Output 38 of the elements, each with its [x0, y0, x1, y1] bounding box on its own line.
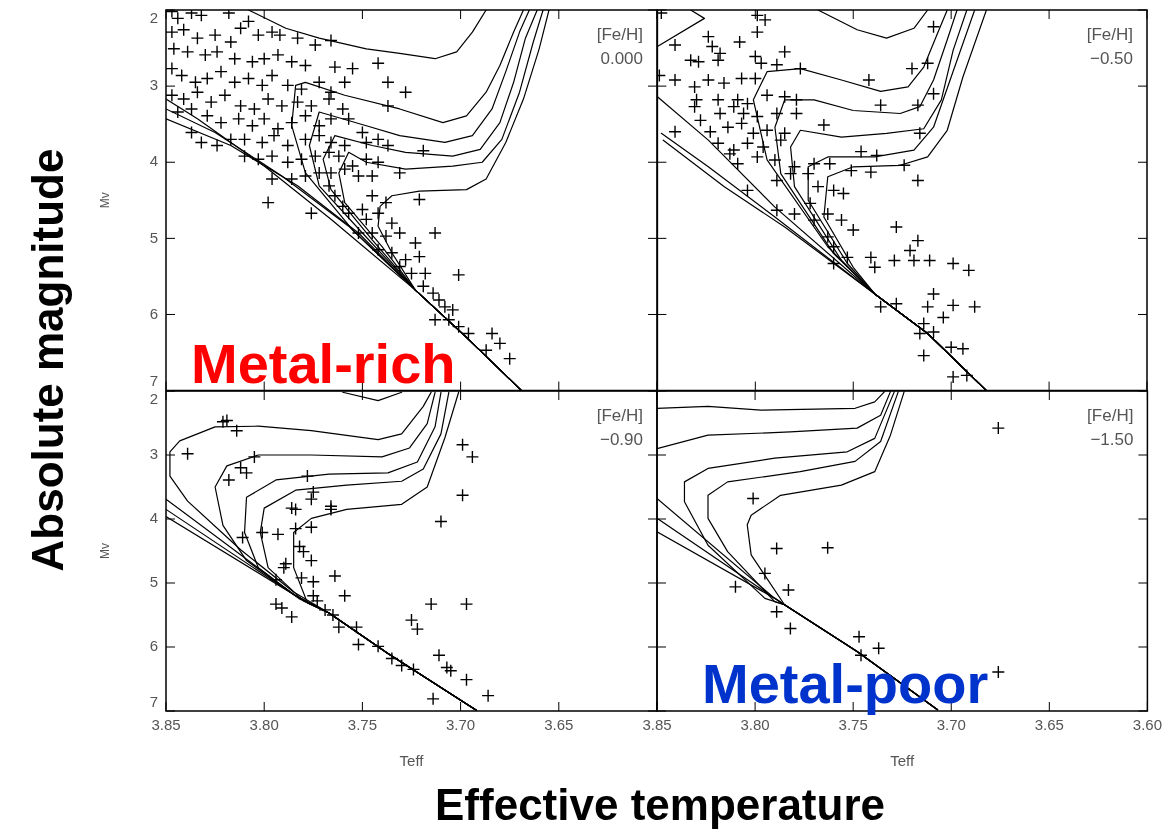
- text: [Fe/H]: [596, 25, 643, 44]
- text: −0.50: [1089, 49, 1133, 68]
- y-axis-title: Mv: [97, 543, 112, 559]
- y-tick-label: 4: [149, 152, 158, 170]
- annotation: Metal-rich: [191, 331, 456, 395]
- x-tick-label: 3.70: [936, 716, 966, 734]
- text: [Fe/H]: [1086, 25, 1133, 44]
- y-tick-label: 3: [149, 445, 158, 463]
- x-tick-label: 3.70: [446, 716, 476, 734]
- text: Absolute magnitude: [23, 148, 73, 572]
- y-tick-label: 5: [149, 228, 158, 246]
- text: Effective temperature: [435, 780, 885, 830]
- y-tick-label: 5: [149, 573, 158, 591]
- x-tick-label: 3.65: [544, 716, 574, 734]
- y-tick-label: 7: [149, 692, 158, 710]
- y-tick-label: 4: [149, 509, 158, 527]
- x-axis-title: Teff: [890, 752, 915, 770]
- text: −1.50: [1090, 430, 1134, 449]
- y-tick-label: 2: [149, 8, 158, 26]
- x-tick-label: 3.85: [151, 716, 181, 734]
- text: [Fe/H]: [1087, 406, 1134, 425]
- x-tick-label: 3.75: [838, 716, 868, 734]
- x-tick-label: 3.80: [740, 716, 770, 734]
- x-tick-label: 3.60: [1132, 716, 1162, 734]
- y-tick-label: 3: [149, 76, 158, 94]
- x-tick-label: 3.80: [249, 716, 279, 734]
- x-tick-label: 3.65: [1034, 716, 1064, 734]
- x-tick-label: 3.75: [347, 716, 377, 734]
- y-axis-title: Mv: [97, 192, 112, 209]
- x-tick-label: 3.85: [642, 716, 672, 734]
- y-tick-label: 7: [149, 372, 158, 390]
- text: [Fe/H]: [596, 406, 643, 425]
- text: 0.000: [600, 49, 643, 68]
- y-tick-label: 6: [149, 637, 158, 655]
- x-axis-title: Teff: [399, 752, 425, 770]
- text: −0.90: [599, 430, 643, 449]
- y-tick-label: 6: [149, 304, 158, 322]
- y-tick-label: 2: [149, 389, 158, 407]
